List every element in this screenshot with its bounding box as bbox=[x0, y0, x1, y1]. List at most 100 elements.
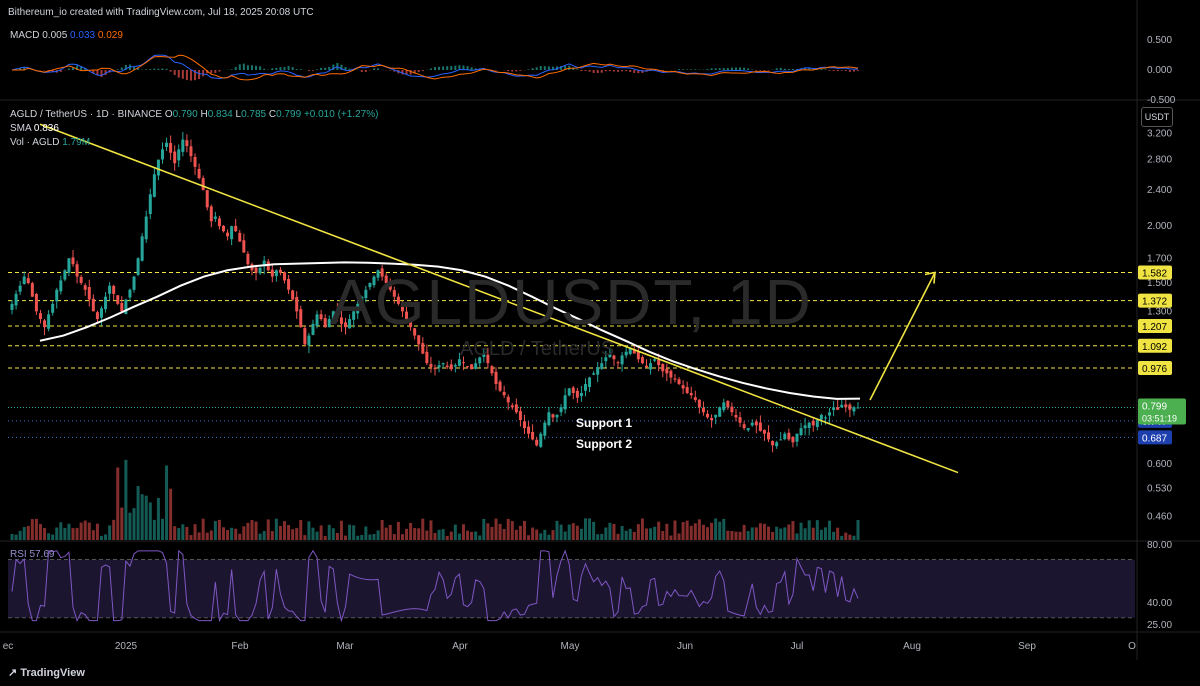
volume-bar bbox=[396, 521, 400, 540]
macd-histogram-bar bbox=[104, 70, 107, 76]
volume-bar bbox=[425, 530, 429, 540]
candle-body bbox=[299, 309, 303, 328]
candle-body bbox=[75, 264, 79, 277]
candle-body bbox=[645, 365, 648, 368]
candle-body bbox=[522, 421, 526, 429]
candle-body bbox=[600, 363, 604, 369]
volume-bar bbox=[344, 535, 348, 540]
volume-bar bbox=[258, 533, 262, 540]
volume-bar bbox=[571, 523, 575, 540]
macd-histogram-bar bbox=[714, 68, 717, 70]
low-value: 0.785 bbox=[241, 109, 267, 120]
open-value: 0.790 bbox=[172, 109, 198, 120]
macd-histogram-bar bbox=[259, 66, 262, 70]
macd-histogram-bar bbox=[275, 67, 278, 70]
volume-bar bbox=[234, 528, 238, 540]
volume-bar bbox=[213, 521, 217, 540]
volume-bar bbox=[514, 529, 518, 540]
volume-bar bbox=[640, 518, 644, 540]
candle-body bbox=[177, 149, 181, 161]
macd-histogram-bar bbox=[328, 66, 331, 70]
volume-bar bbox=[108, 525, 112, 540]
volume-bar bbox=[535, 529, 539, 540]
time-tick-label: May bbox=[561, 641, 580, 652]
volume-bar bbox=[79, 522, 83, 540]
macd-histogram-bar bbox=[678, 69, 681, 70]
candle-body bbox=[128, 289, 132, 298]
volume-bar bbox=[193, 524, 197, 540]
macd-histogram-bar bbox=[137, 68, 140, 70]
resistance-price-tag bbox=[1138, 265, 1172, 280]
candle-body bbox=[258, 267, 262, 274]
candle-body bbox=[287, 278, 291, 290]
volume-bar bbox=[738, 531, 742, 540]
candle-body bbox=[339, 317, 343, 324]
candle-body bbox=[307, 335, 311, 346]
candle-body bbox=[844, 404, 848, 408]
volume-bar bbox=[449, 531, 453, 540]
volume-bar bbox=[840, 535, 844, 540]
candle-body bbox=[148, 194, 152, 215]
macd-histogram-bar bbox=[474, 68, 477, 70]
volume-bar bbox=[205, 532, 209, 540]
macd-histogram-bar bbox=[852, 70, 855, 72]
macd-histogram-bar bbox=[629, 70, 632, 73]
macd-histogram-bar bbox=[791, 68, 794, 70]
volume-bar bbox=[555, 520, 559, 540]
candle-body bbox=[718, 407, 722, 417]
volume-bar bbox=[209, 530, 213, 540]
volume-bar bbox=[433, 532, 437, 540]
volume-bar bbox=[315, 531, 319, 540]
macd-histogram-bar bbox=[722, 68, 725, 70]
resistance-price-label: 1.092 bbox=[1142, 342, 1167, 353]
resistance-price-label: 1.372 bbox=[1142, 297, 1167, 308]
volume-bar bbox=[380, 519, 384, 540]
macd-histogram-bar bbox=[189, 70, 192, 81]
macd-histogram-bar bbox=[283, 67, 286, 70]
candle-body bbox=[706, 413, 710, 418]
volume-bar bbox=[856, 520, 860, 540]
macd-signal-line bbox=[12, 54, 859, 81]
candle-body bbox=[303, 328, 307, 345]
volume-legend: Vol · AGLD 1.79M bbox=[10, 137, 90, 148]
candle-body bbox=[144, 216, 148, 240]
macd-histogram-bar bbox=[617, 70, 620, 72]
projection-arrow bbox=[869, 272, 936, 401]
volume-bar bbox=[112, 519, 116, 540]
rsi-tick-label: 25.00 bbox=[1147, 620, 1172, 631]
currency-unit-button[interactable]: USDT bbox=[1141, 107, 1173, 127]
current-price-tag bbox=[1138, 398, 1186, 425]
macd-histogram-bar bbox=[527, 69, 530, 70]
price-tick-label: 2.000 bbox=[1147, 221, 1172, 232]
macd-histogram-bar bbox=[429, 68, 432, 70]
volume-bar bbox=[783, 527, 787, 540]
candle-body bbox=[417, 335, 421, 345]
volume-bar bbox=[311, 527, 315, 540]
candle-body bbox=[335, 310, 339, 315]
resistance-price-tag bbox=[1138, 318, 1172, 333]
volume-bar bbox=[323, 535, 327, 540]
macd-histogram-bar bbox=[291, 67, 294, 70]
open-label: O bbox=[164, 109, 173, 120]
macd-histogram-bar bbox=[783, 68, 786, 70]
candle-body bbox=[30, 283, 34, 297]
candle-body bbox=[567, 388, 571, 396]
macd-histogram-bar bbox=[580, 70, 583, 72]
macd-histogram-bar bbox=[747, 68, 750, 70]
candle-body bbox=[767, 432, 771, 440]
volume-bar bbox=[299, 520, 303, 540]
volume-bar bbox=[116, 467, 120, 540]
volume-bar bbox=[746, 531, 750, 540]
macd-histogram-bar bbox=[840, 70, 843, 71]
volume-bar bbox=[441, 529, 445, 540]
volume-bar bbox=[262, 531, 266, 540]
candle-body bbox=[38, 313, 42, 320]
volume-bar bbox=[718, 521, 722, 540]
tradingview-logo[interactable]: ↗ TradingView bbox=[8, 666, 85, 679]
macd-histogram-bar bbox=[230, 69, 233, 70]
macd-histogram-bar bbox=[588, 70, 591, 72]
candle-body bbox=[559, 407, 563, 413]
volume-bar bbox=[388, 524, 392, 540]
macd-histogram-bar bbox=[560, 66, 563, 70]
